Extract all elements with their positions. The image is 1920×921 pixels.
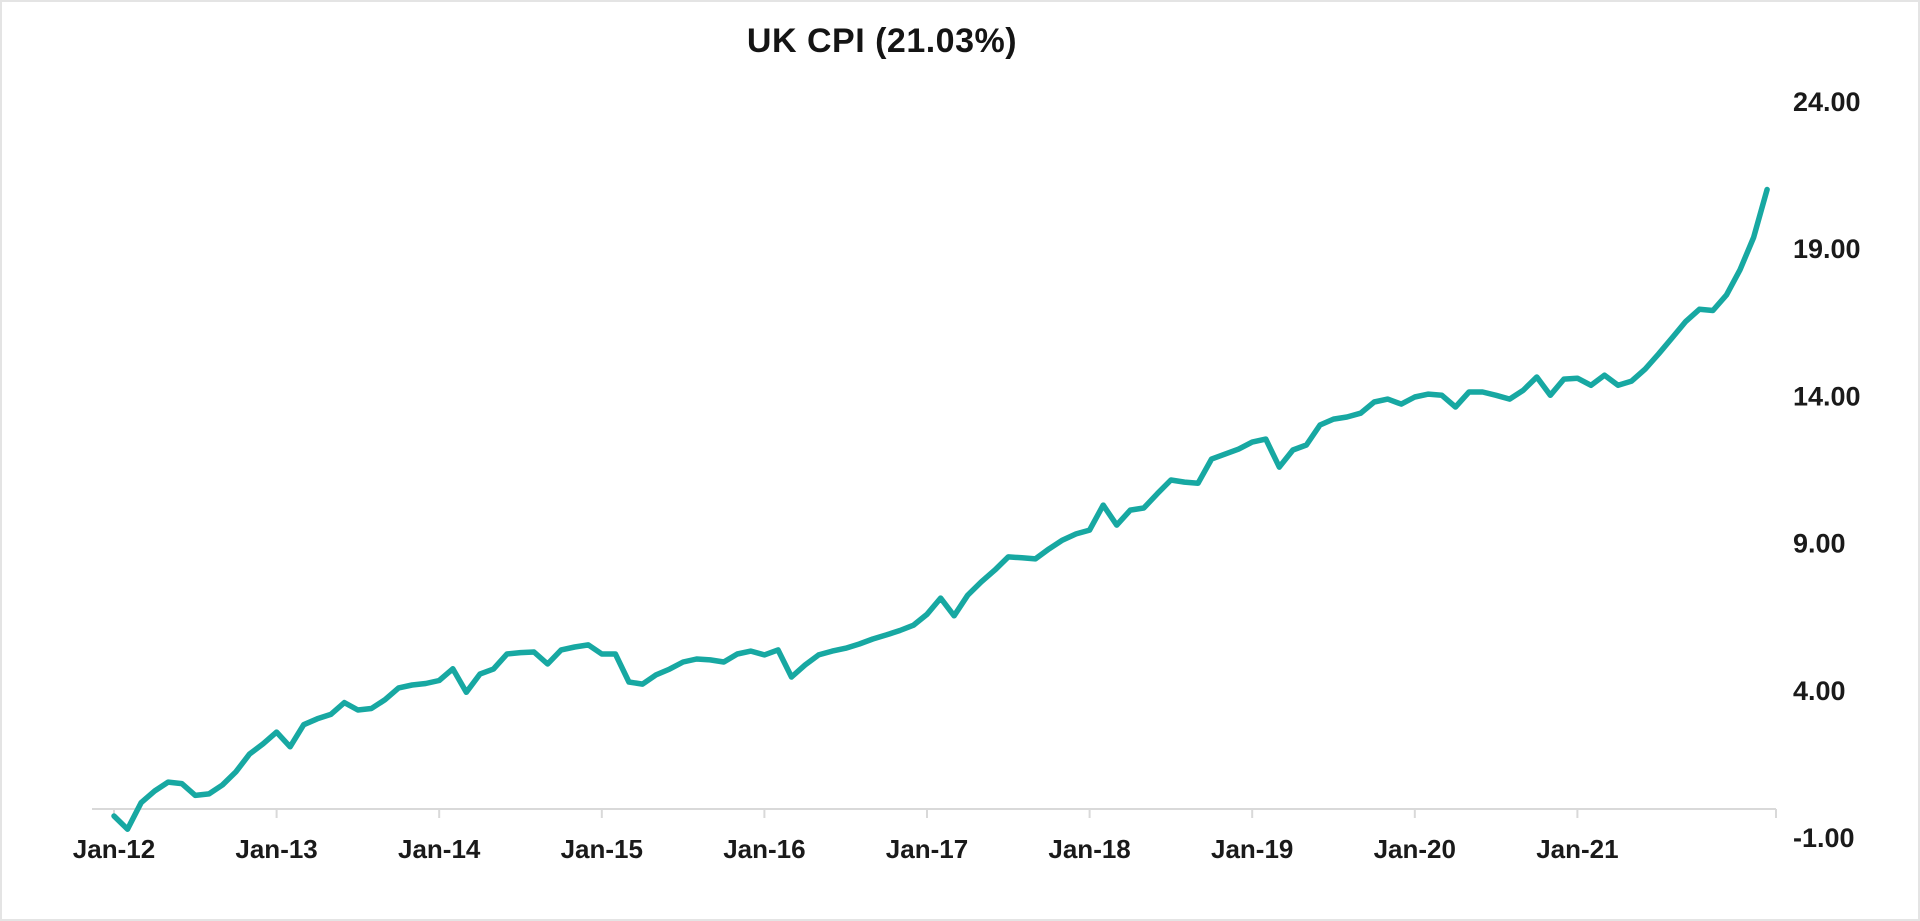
- y-axis-label: 9.00: [1793, 529, 1846, 559]
- y-axis-label: 4.00: [1793, 676, 1846, 706]
- x-axis-label: Jan-16: [723, 834, 805, 864]
- x-axis-label: Jan-20: [1374, 834, 1456, 864]
- x-axis-label: Jan-18: [1048, 834, 1130, 864]
- x-axis-label: Jan-14: [398, 834, 481, 864]
- y-axis-label: 19.00: [1793, 234, 1861, 264]
- y-axis-label: 14.00: [1793, 381, 1861, 411]
- x-axis-label: Jan-19: [1211, 834, 1293, 864]
- x-axis-label: Jan-13: [235, 834, 317, 864]
- x-axis-label: Jan-12: [73, 834, 155, 864]
- x-axis-label: Jan-15: [561, 834, 643, 864]
- chart-title: UK CPI (21.03%): [746, 22, 1018, 60]
- x-axis-label: Jan-21: [1536, 834, 1618, 864]
- y-axis-label: 24.00: [1793, 87, 1861, 117]
- y-axis-label: -1.00: [1793, 823, 1855, 853]
- x-axis-label: Jan-17: [886, 834, 968, 864]
- cpi-series-line: [111, 186, 1770, 832]
